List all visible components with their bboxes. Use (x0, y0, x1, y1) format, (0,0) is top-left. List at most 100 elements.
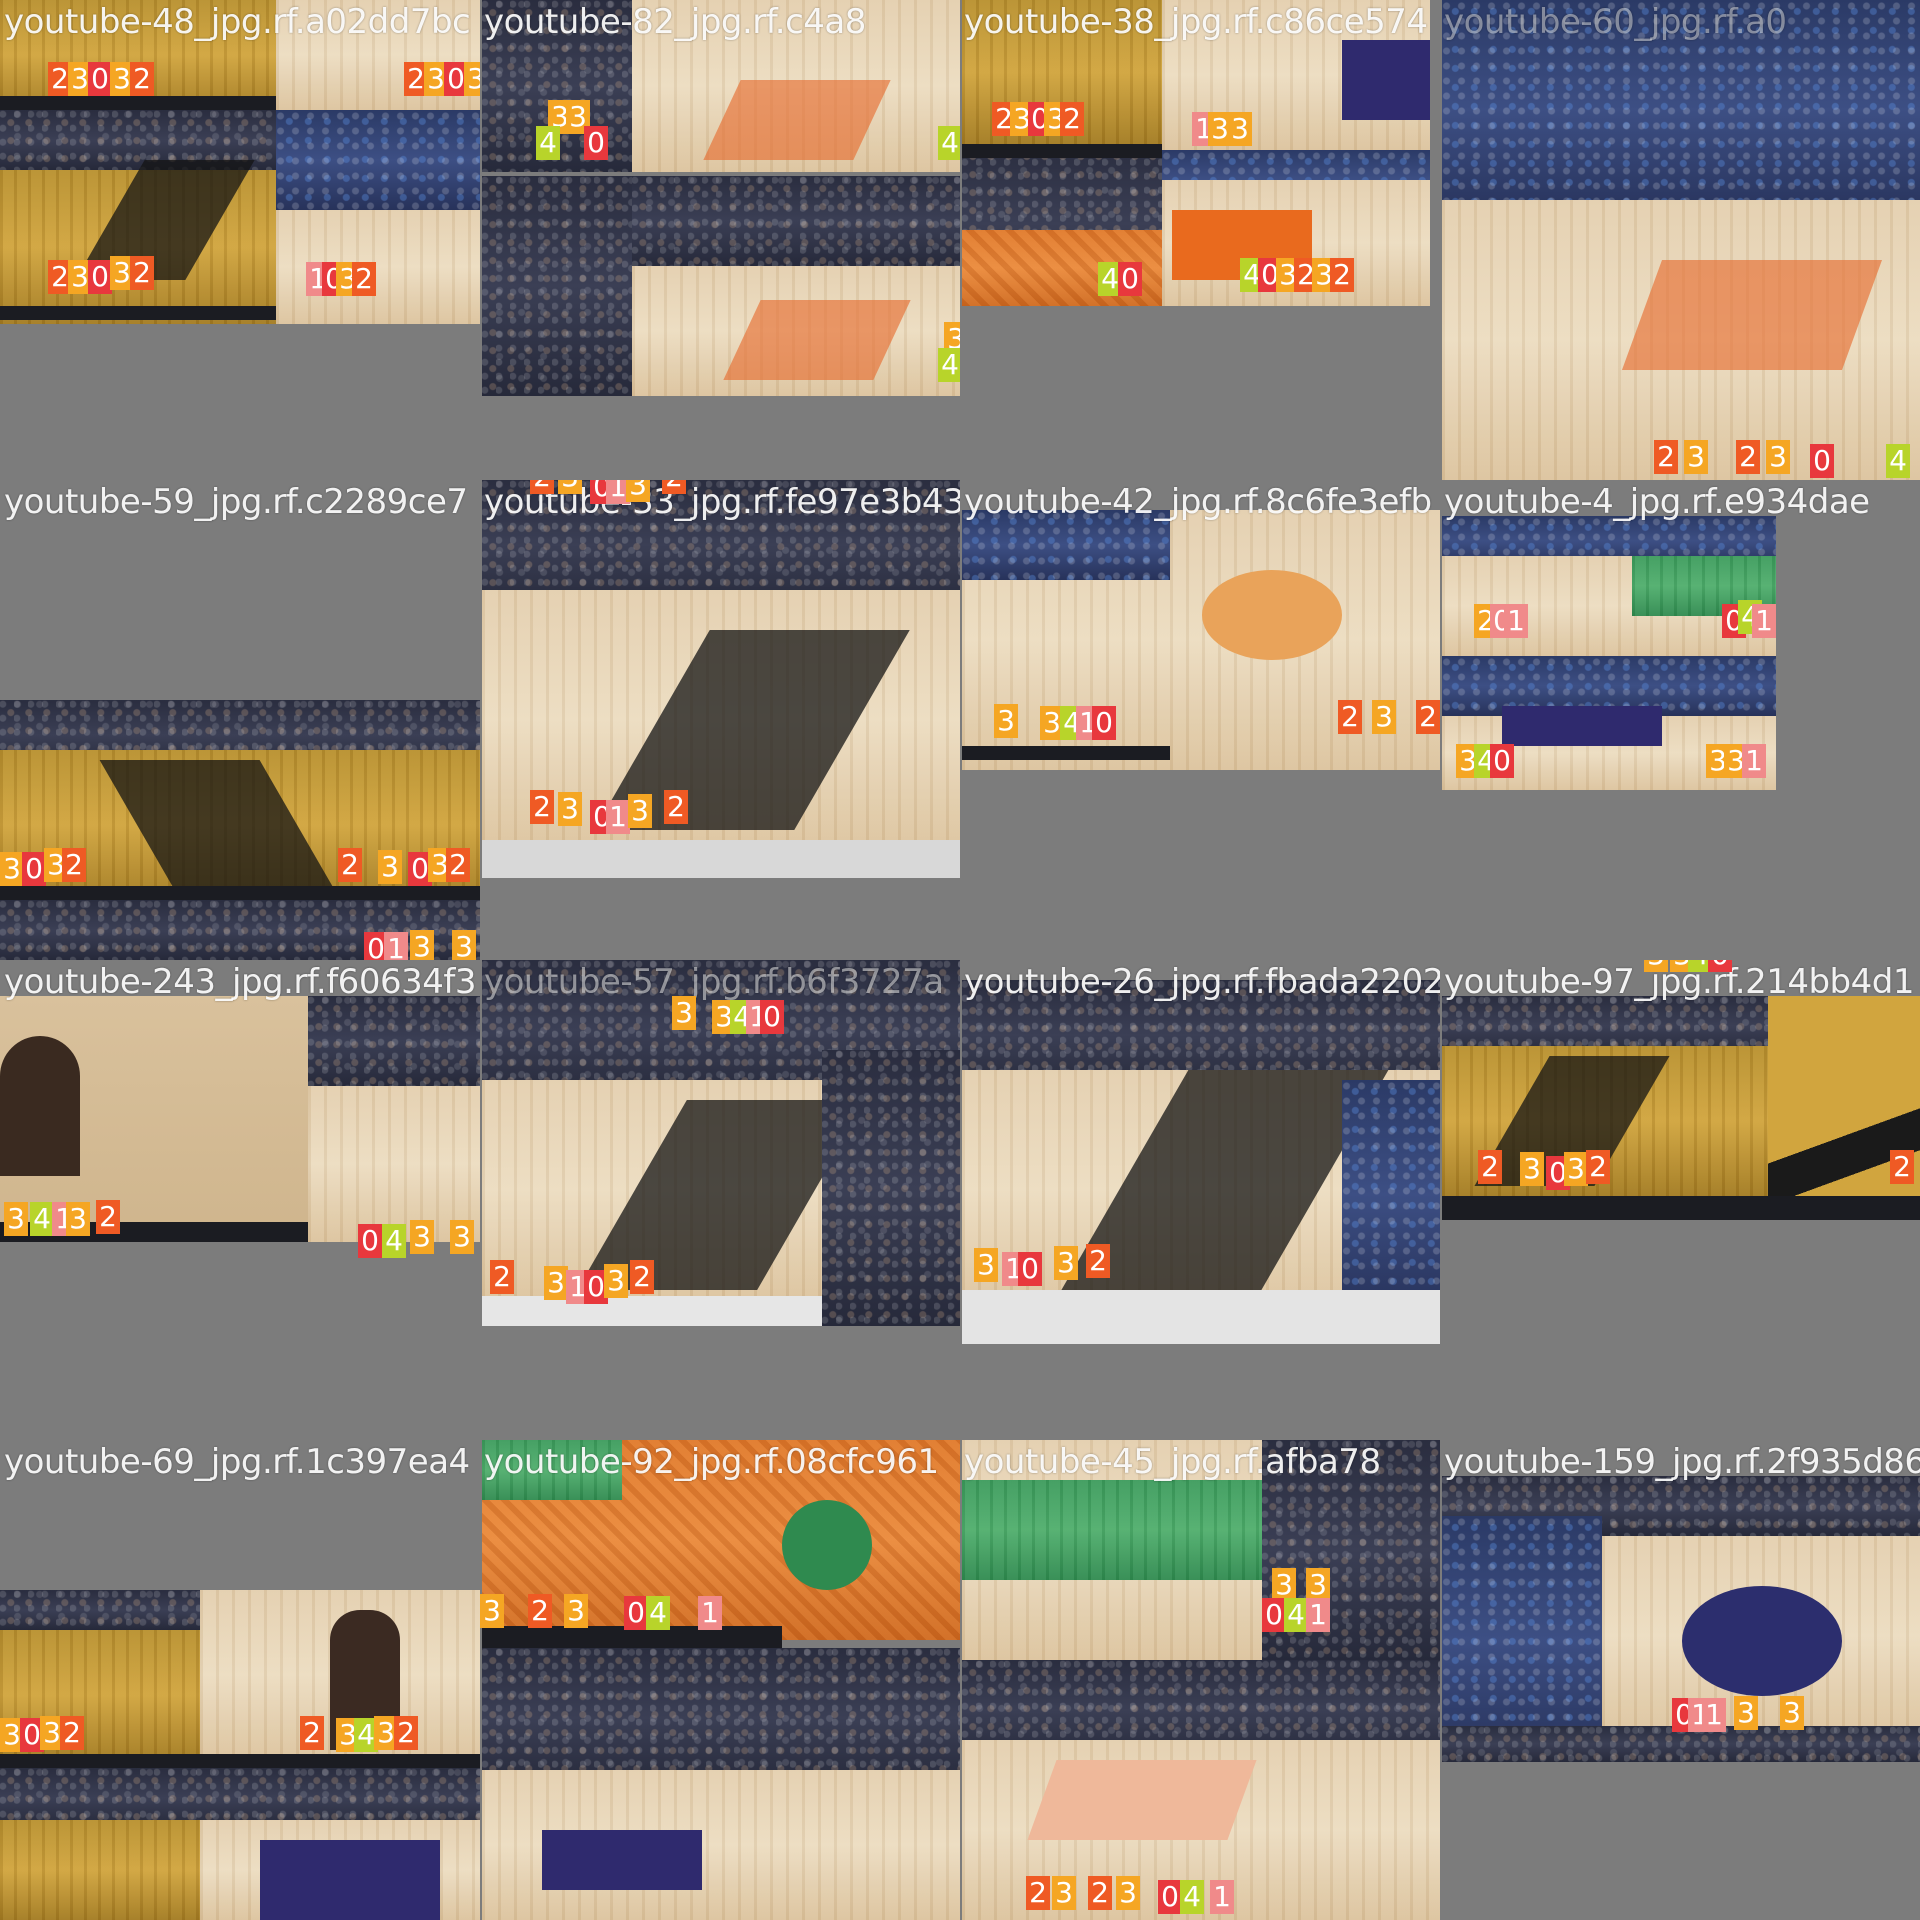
mosaic-tile: youtube-4_jpg.rf.e934dae 2 0 1 0 4 1 3 4… (1440, 480, 1920, 960)
class-label: 3 (1372, 700, 1396, 734)
class-label: 0 (22, 852, 46, 886)
frame-image (0, 1590, 480, 1920)
tile-filename: youtube-33_jpg.rf.fe97e3b43 (484, 482, 960, 522)
class-label: 3 (1766, 440, 1790, 474)
mosaic-tile: youtube-59_jpg.rf.c2289ce7 3 0 3 2 2 3 0… (0, 480, 480, 960)
class-label: 2 (1060, 102, 1084, 136)
class-label: 3 (1780, 1696, 1804, 1730)
frame-image (962, 980, 1440, 1344)
frame-image (1442, 1476, 1920, 1762)
class-label: 2 (662, 480, 686, 494)
class-label: 3 (558, 480, 582, 494)
class-label: 3 (1054, 1246, 1078, 1280)
class-label: 2 (130, 62, 154, 96)
class-label: 2 (1086, 1244, 1110, 1278)
tile-filename: youtube-243_jpg.rf.f60634f3 (4, 962, 476, 1002)
class-label: 3 (626, 480, 650, 502)
frame-image (0, 0, 480, 324)
class-label: 2 (530, 790, 554, 824)
frame-image (962, 1440, 1440, 1920)
class-label: 1 (1504, 604, 1528, 638)
class-label: 1 (384, 932, 408, 960)
class-label: 4 (382, 1224, 406, 1258)
class-label: 3 (1684, 440, 1708, 474)
tile-filename: youtube-60_jpg.rf.a0 (1444, 2, 1787, 42)
frame-image (482, 1440, 960, 1920)
class-label: 2 (528, 1594, 552, 1628)
class-label: 4 (646, 1596, 670, 1630)
class-label: 2 (300, 1716, 324, 1750)
class-label: 3 (1734, 1696, 1758, 1730)
class-label: 3 (66, 1202, 90, 1236)
class-label: 2 (1890, 1150, 1914, 1184)
class-label: 2 (130, 256, 154, 290)
tile-filename: youtube-45_jpg.rf.afba78 (964, 1442, 1381, 1482)
tile-filename: youtube-57_jpg.rf.b6f3727a (484, 962, 944, 1002)
class-label: 3 (1520, 1152, 1544, 1186)
class-label: 3 (378, 850, 402, 884)
class-label: 0 (1158, 1880, 1182, 1914)
frame-image (1442, 996, 1920, 1220)
class-label: 1 (1702, 1698, 1726, 1732)
class-label: 0 (88, 62, 112, 96)
class-label: 3 (480, 1594, 504, 1628)
class-label: 2 (1416, 700, 1440, 734)
class-label: 2 (1026, 1876, 1050, 1910)
tile-filename: youtube-48_jpg.rf.a02dd7bc (4, 2, 471, 42)
frame-image (962, 0, 1430, 306)
class-label: 0 (358, 1224, 382, 1258)
class-label: 2 (1586, 1150, 1610, 1184)
class-label: 1 (1210, 1880, 1234, 1914)
class-label: 2 (1338, 700, 1362, 734)
class-label: 2 (60, 1716, 84, 1750)
class-label: 2 (1330, 258, 1354, 292)
class-label: 3 (1306, 1568, 1330, 1602)
class-label: 2 (352, 262, 376, 296)
tile-filename: youtube-82_jpg.rf.c4a8 (484, 2, 866, 42)
mosaic-tile: youtube-97_jpg.rf.214bb4d1 3 3 4 0 2 3 0… (1440, 960, 1920, 1440)
class-label: 3 (544, 1266, 568, 1300)
mosaic-tile: youtube-42_jpg.rf.8c6fe3efb 3 3 4 1 0 2 … (960, 480, 1440, 960)
class-label: 3 (604, 1264, 628, 1298)
frame-image (1442, 0, 1920, 480)
mosaic-tile: youtube-243_jpg.rf.f60634f3 3 4 1 3 2 0 … (0, 960, 480, 1440)
class-label: 3 (450, 1220, 474, 1254)
mosaic-tile: youtube-82_jpg.rf.c4a8 3 3 4 0 4 3 4 (480, 0, 960, 480)
class-label: 1 (1306, 1598, 1330, 1632)
class-label: 3 (994, 704, 1018, 738)
class-label: 2 (96, 1200, 120, 1234)
class-label: 4 (1284, 1598, 1308, 1632)
class-label: 3 (410, 1220, 434, 1254)
class-label: 1 (1752, 604, 1776, 638)
mosaic-tile: youtube-26_jpg.rf.fbada2202 3 1 0 3 2 (960, 960, 1440, 1440)
class-label: 0 (760, 1000, 784, 1034)
class-label: 2 (1736, 440, 1760, 474)
class-label: 0 (1092, 706, 1116, 740)
class-label: 4 (1688, 960, 1712, 972)
mosaic-tile: youtube-48_jpg.rf.a02dd7bc 2 3 0 3 2 2 3… (0, 0, 480, 480)
class-label: 3 (564, 1594, 588, 1628)
mosaic-tile: youtube-159_jpg.rf.2f935d86 0 1 1 3 3 (1440, 1440, 1920, 1920)
class-label: 2 (664, 790, 688, 824)
tile-filename: youtube-4_jpg.rf.e934dae (1444, 482, 1870, 522)
class-label: 0 (624, 1596, 648, 1630)
class-label: 3 (672, 996, 696, 1030)
class-label: 4 (30, 1202, 54, 1236)
class-label: 3 (558, 792, 582, 826)
class-label: 3 (944, 322, 960, 356)
class-label: 1 (606, 800, 630, 834)
mosaic-tile: youtube-57_jpg.rf.b6f3727a 3 3 4 1 0 2 3… (480, 960, 960, 1440)
frame-image (482, 0, 960, 396)
class-label: 2 (630, 1260, 654, 1294)
class-label: 4 (1180, 1880, 1204, 1914)
tile-filename: youtube-69_jpg.rf.1c397ea4 (4, 1442, 470, 1482)
class-label: 3 (464, 62, 480, 96)
class-label: 3 (628, 794, 652, 828)
class-label: 0 (1810, 444, 1834, 478)
class-label: 2 (394, 1716, 418, 1750)
class-label: 3 (1724, 744, 1748, 778)
mosaic-tile: youtube-33_jpg.rf.fe97e3b43 2 3 0 1 3 2 … (480, 480, 960, 960)
class-label: 2 (446, 848, 470, 882)
class-label: 0 (1708, 960, 1732, 972)
class-label: 3 (1116, 1876, 1140, 1910)
